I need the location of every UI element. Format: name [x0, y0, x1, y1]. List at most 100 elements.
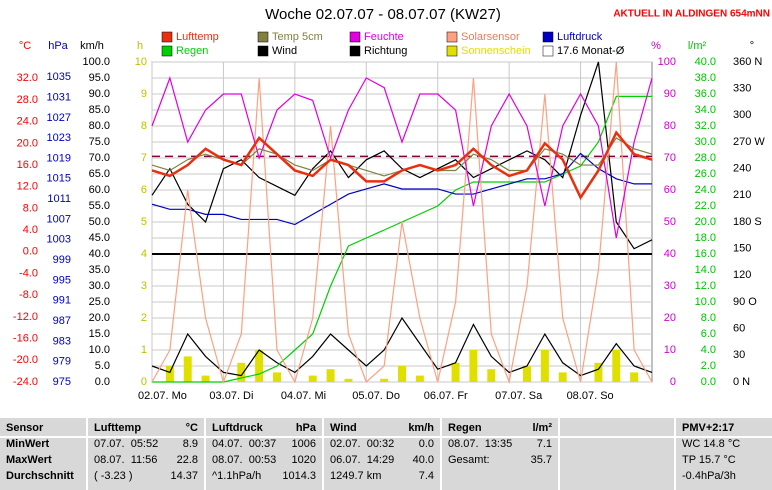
axis-title: % [651, 40, 661, 52]
x-tick-label: 06.07. Fr [424, 390, 468, 402]
legend-swatch [446, 31, 458, 43]
y-tick-label: 9 [141, 88, 147, 100]
legend-label: Wind [272, 45, 297, 57]
table-cell-text: 02.07. 00:32 [330, 438, 394, 450]
y-tick-label: 120 [733, 269, 751, 281]
y-tick-label: 6.0 [701, 328, 716, 340]
x-tick-label: 08.07. So [567, 390, 614, 402]
chart-subtitle: AKTUELL IN ALDINGEN 654mNN [613, 9, 770, 20]
x-tick-label: 04.07. Mi [281, 390, 326, 402]
table-cell-text: TP 15.7 °C [682, 454, 736, 466]
y-tick-label: 90 O [733, 296, 757, 308]
bar [380, 378, 389, 382]
table-cell-text: 08.07. 13:35 [448, 438, 512, 450]
x-tick-label: 05.07. Do [352, 390, 400, 402]
table-row-label: MaxWert [6, 454, 52, 466]
y-tick-label: 95.0 [89, 72, 110, 84]
y-tick-label: 999 [53, 254, 71, 266]
table-cell-text: 1249.7 km [330, 470, 381, 482]
table-cell [442, 438, 558, 490]
y-tick-label: 2.0 [701, 360, 716, 372]
y-tick-label: 4.0 [23, 224, 38, 236]
bar [630, 372, 639, 382]
bar [540, 350, 549, 382]
y-tick-label: 10 [135, 56, 147, 68]
y-tick-label: 270 W [733, 136, 765, 148]
bar [612, 350, 621, 382]
legend-swatch [161, 31, 173, 43]
bar [469, 350, 478, 382]
y-tick-label: 240 [733, 163, 751, 175]
legend-label: 17.6 Monat-Ø [557, 45, 625, 57]
legend-swatch [446, 45, 458, 57]
legend-label: Sonnenschein [461, 45, 531, 57]
table-cell-value: 22.8 [177, 454, 198, 466]
y-tick-label: 24.0 [17, 116, 38, 128]
table-cell [88, 438, 204, 490]
legend-label: Richtung [364, 45, 407, 57]
y-tick-label: 1027 [47, 112, 71, 124]
table-header: Wind [330, 422, 357, 434]
y-tick-label: 4 [141, 248, 147, 260]
legend-swatch [257, 31, 269, 43]
y-tick-label: 975 [53, 376, 71, 388]
axis-title: h [137, 40, 143, 52]
y-tick-label: 90.0 [89, 88, 110, 100]
y-tick-label: 0 N [733, 376, 750, 388]
table-cell-value: 1006 [292, 438, 316, 450]
y-tick-label: 32.0 [17, 72, 38, 84]
y-tick-label: 60.0 [89, 184, 110, 196]
y-tick-label: 150 [733, 243, 751, 255]
bar [451, 362, 460, 382]
y-tick-label: 28.0 [695, 152, 716, 164]
table-header-cell [560, 418, 674, 436]
series-line [151, 316, 653, 377]
table-cell-text: ( -3.23 ) [94, 470, 133, 482]
y-tick-label: 55.0 [89, 200, 110, 212]
y-tick-label: 330 [733, 83, 751, 95]
y-tick-label: 1031 [47, 91, 71, 103]
y-tick-label: 20.0 [89, 312, 110, 324]
axis-title: hPa [48, 40, 68, 52]
axis-title: l/m² [688, 40, 707, 52]
table-header-cell [206, 418, 322, 436]
y-tick-label: 7 [141, 152, 147, 164]
y-tick-label: 45.0 [89, 232, 110, 244]
table-cell [676, 438, 772, 490]
y-tick-label: 15.0 [89, 328, 110, 340]
y-tick-label: -4.0 [19, 267, 38, 279]
legend-label: Luftdruck [557, 31, 603, 43]
y-tick-label: 14.0 [695, 264, 716, 276]
y-tick-label: 80 [664, 120, 676, 132]
y-tick-label: 1 [141, 344, 147, 356]
y-tick-label: 32.0 [695, 120, 716, 132]
y-tick-label: 1011 [47, 193, 71, 205]
table-cell-text: 04.07. 00:37 [212, 438, 276, 450]
y-tick-label: 210 [733, 189, 751, 201]
table-header: Regen [448, 422, 482, 434]
y-tick-label: 24.0 [695, 184, 716, 196]
bar [326, 369, 335, 382]
axis-title: °C [19, 40, 31, 52]
chart-title: Woche 02.07.07 - 08.07.07 (KW27) [265, 6, 501, 23]
y-tick-label: 360 N [733, 56, 762, 68]
x-tick-label: 03.07. Di [209, 390, 253, 402]
table-header-unit: km/h [408, 422, 434, 434]
y-tick-label: 8.0 [23, 202, 38, 214]
bar [344, 378, 353, 382]
y-tick-label: -16.0 [13, 333, 38, 345]
table-cell [560, 438, 674, 490]
y-tick-label: 1019 [47, 152, 71, 164]
bar [273, 372, 281, 382]
y-tick-label: 40.0 [695, 56, 716, 68]
table-header: Sensor [6, 422, 44, 434]
table-cell [206, 438, 322, 490]
bar [165, 366, 174, 382]
table-cell-value: 7.1 [537, 438, 552, 450]
y-tick-label: 10.0 [89, 344, 110, 356]
y-tick-label: 40 [664, 248, 676, 260]
legend-label: Regen [176, 45, 208, 57]
legend-label: Feuchte [364, 31, 404, 43]
y-tick-label: 987 [53, 315, 71, 327]
table-header: PMV+2:17 [682, 422, 734, 434]
